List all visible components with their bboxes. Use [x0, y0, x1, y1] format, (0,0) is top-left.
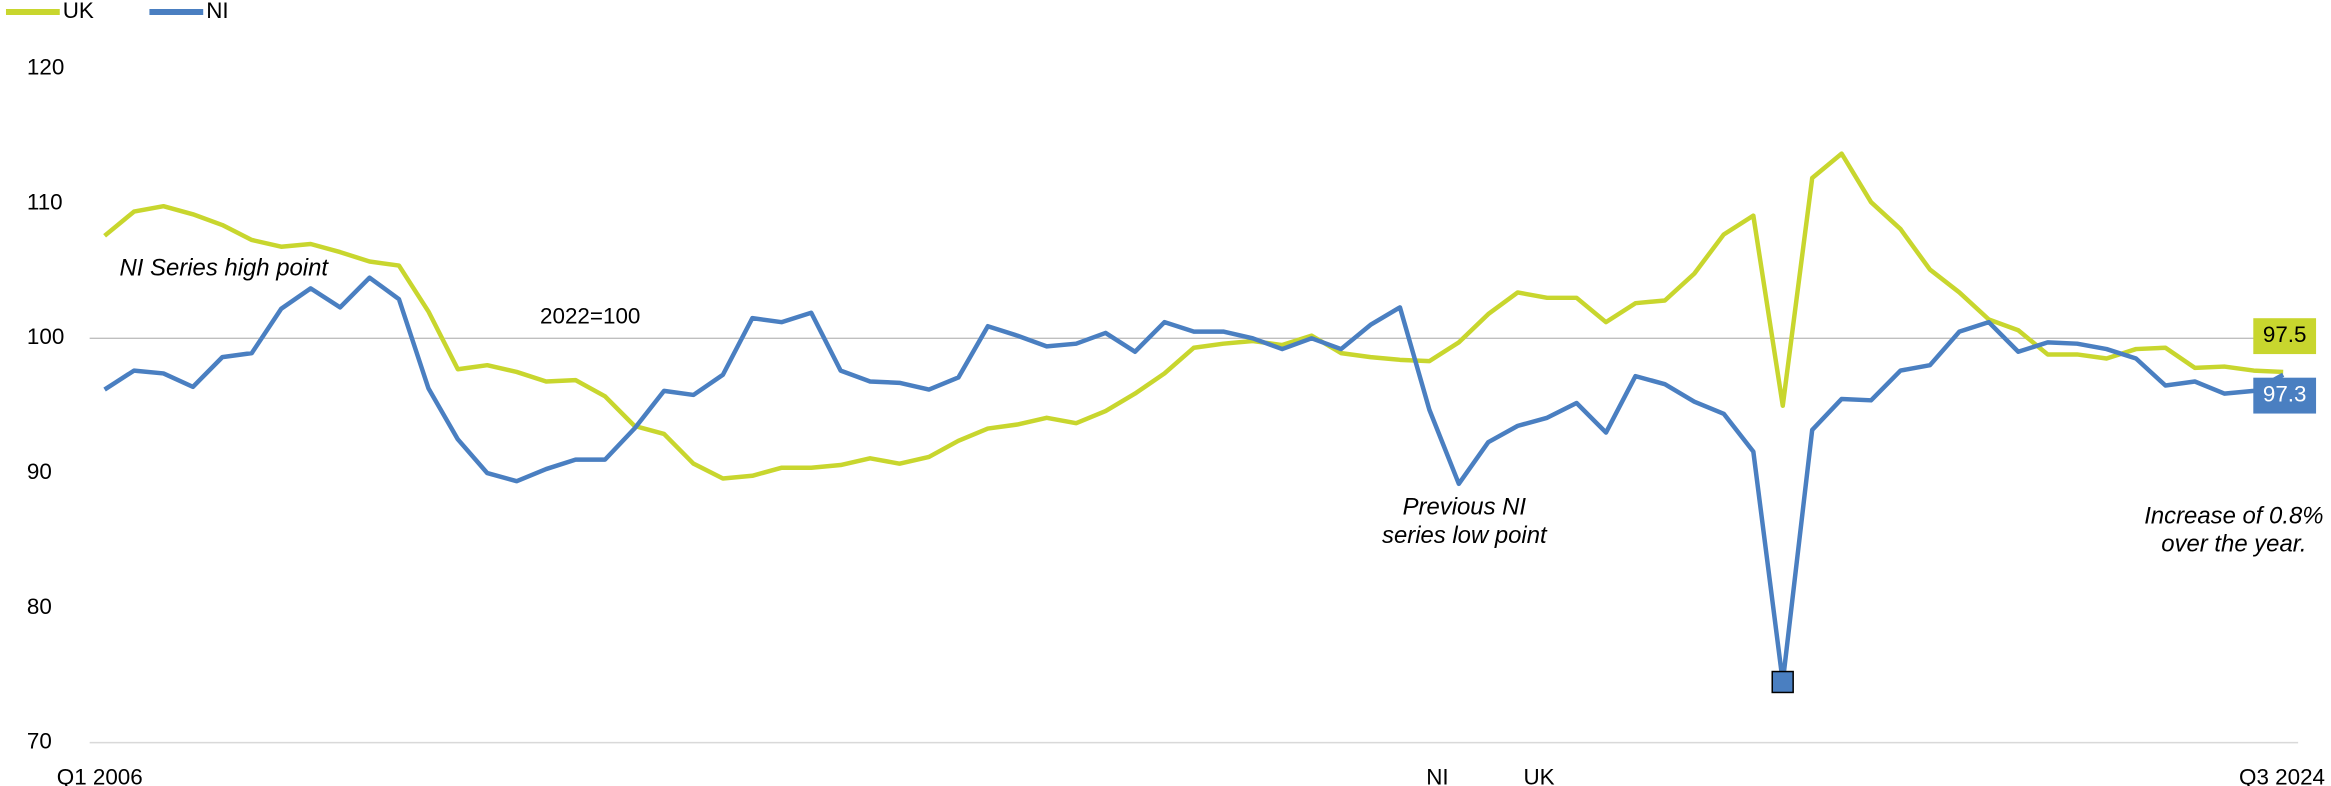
end-label: 97.3: [2263, 382, 2307, 407]
y-tick-label: 120: [27, 55, 64, 80]
y-tick-label: 70: [27, 729, 52, 754]
y-tick-label: 110: [27, 189, 63, 214]
annotation: NI Series high point: [120, 254, 330, 281]
annotation: Increase of 0.8%: [2144, 502, 2323, 529]
x-tick-label: Q1 2006: [57, 764, 143, 786]
low-point-marker: [1771, 670, 1794, 694]
axis-note: NI: [1426, 764, 1448, 786]
series-line: [103, 151, 2284, 481]
end-label-box: [2253, 318, 2317, 355]
annotation: over the year.: [2161, 531, 2306, 558]
series-line: [103, 275, 2285, 685]
reference-label: 2022=100: [540, 303, 640, 328]
annotation: series low point: [1382, 522, 1548, 549]
end-label-box: [2253, 377, 2317, 414]
legend-label: NI: [206, 0, 228, 23]
legend-label: UK: [63, 0, 94, 23]
y-tick-label: 80: [27, 594, 52, 619]
y-tick-label: 90: [27, 459, 52, 484]
end-label: 97.5: [2263, 322, 2307, 347]
y-tick-label: 100: [27, 324, 64, 349]
annotation: Previous NI: [1403, 493, 1527, 520]
x-tick-label: Q3 2024: [2239, 764, 2325, 786]
axis-note: UK: [1523, 764, 1554, 786]
